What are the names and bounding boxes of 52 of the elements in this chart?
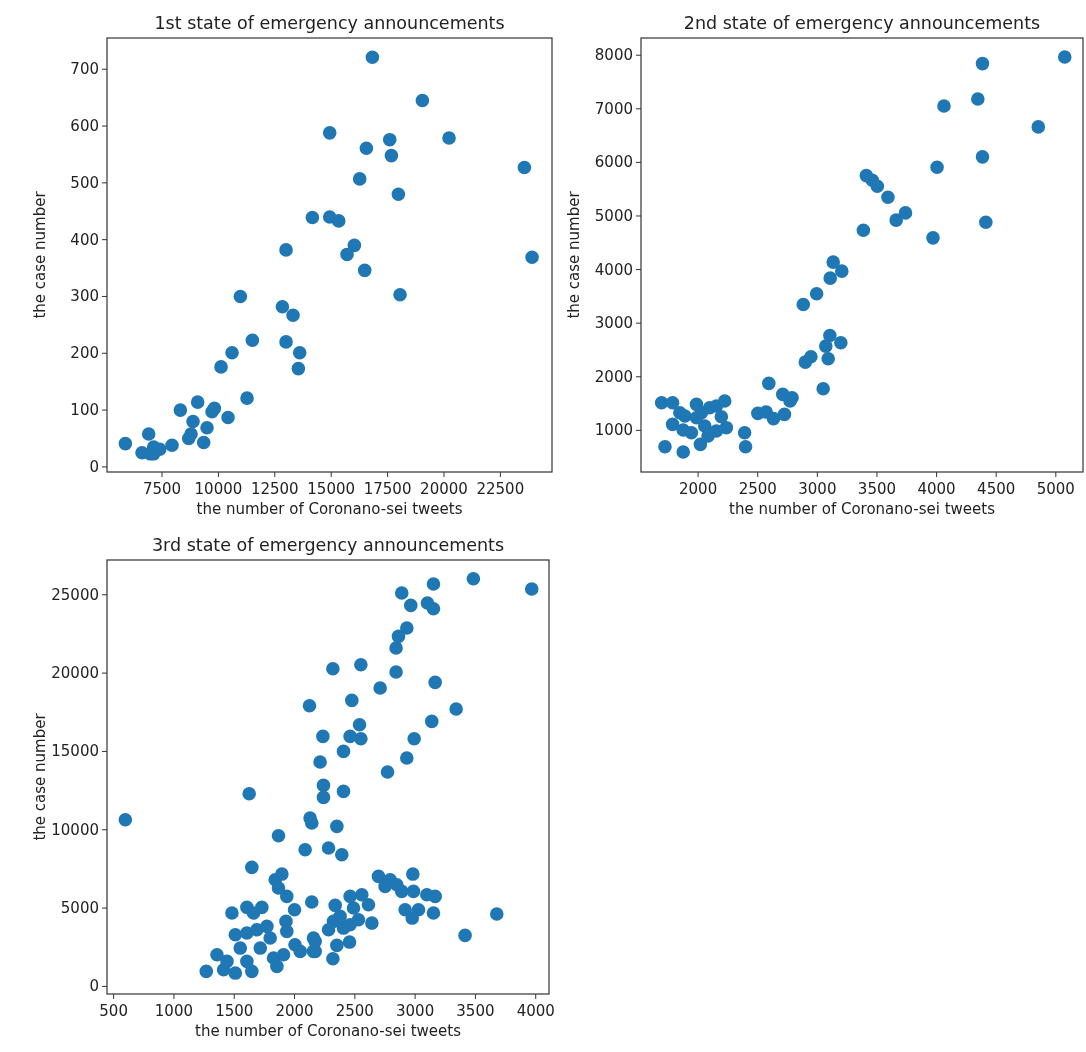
chart-title: 1st state of emergency announcements [154, 13, 505, 33]
x-tick-label: 4000 [917, 480, 956, 498]
x-tick-label: 22500 [476, 480, 525, 498]
y-tick-label: 300 [70, 287, 99, 306]
y-tick-label: 5000 [594, 206, 633, 225]
y-tick-label: 3000 [594, 314, 633, 333]
x-tick-label: 12500 [250, 480, 299, 498]
y-tick-label: 20000 [51, 664, 99, 683]
x-tick-label: 1500 [215, 1002, 254, 1020]
x-tick-label: 1000 [154, 1002, 194, 1020]
y-tick-label: 5000 [60, 899, 99, 918]
y-tick-label: 0 [89, 977, 99, 996]
x-tick-label: 2000 [275, 1002, 314, 1020]
x-tick-label: 7500 [142, 480, 182, 498]
y-tick-label: 400 [70, 230, 99, 249]
y-tick-label: 6000 [594, 153, 633, 172]
x-tick-label: 3500 [456, 1002, 495, 1020]
y-tick-label: 200 [70, 344, 99, 363]
y-axis-title: the case number [565, 190, 583, 319]
y-tick-label: 500 [70, 173, 99, 192]
x-tick-label: 15000 [307, 480, 356, 498]
y-tick-label: 100 [70, 401, 99, 420]
y-tick-label: 700 [70, 60, 99, 79]
x-tick-label: 2500 [335, 1002, 374, 1020]
y-axis-title: the case number [31, 712, 49, 841]
y-tick-label: 0 [89, 457, 99, 476]
x-tick-label: 17500 [363, 480, 412, 498]
x-tick-label: 3000 [396, 1002, 435, 1020]
y-tick-label: 1000 [594, 421, 633, 440]
x-tick-label: 3500 [857, 480, 897, 498]
y-tick-label: 2000 [594, 367, 633, 386]
y-tick-label: 10000 [51, 820, 99, 839]
y-axis-title: the case number [31, 190, 49, 319]
x-tick-label: 3000 [798, 480, 837, 498]
x-tick-label: 20000 [420, 480, 468, 498]
x-tick-label: 10000 [194, 480, 243, 498]
y-tick-label: 600 [70, 117, 99, 136]
x-tick-label: 2500 [738, 480, 777, 498]
y-tick-label: 25000 [51, 585, 99, 604]
x-axis-title: the number of Coronano-sei tweets [196, 500, 463, 518]
x-tick-label: 5000 [1036, 480, 1075, 498]
x-tick-label: 4000 [516, 1002, 555, 1020]
x-tick-label: 4500 [977, 480, 1016, 498]
x-tick-label: 2000 [679, 480, 718, 498]
chart-title: 2nd state of emergency announcements [683, 13, 1041, 33]
x-axis-title: the number of Coronano-sei tweets [729, 500, 996, 518]
chart-title: 3rd state of emergency announcements [151, 535, 505, 555]
y-tick-label: 4000 [594, 260, 633, 279]
y-tick-label: 8000 [594, 46, 633, 65]
y-tick-label: 15000 [51, 742, 99, 761]
y-tick-label: 7000 [594, 99, 633, 118]
x-axis-title: the number of Coronano-sei tweets [195, 1022, 462, 1040]
